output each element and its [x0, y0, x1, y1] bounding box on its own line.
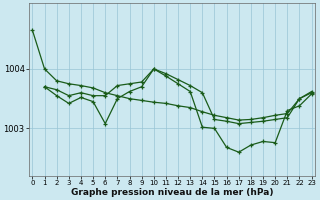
X-axis label: Graphe pression niveau de la mer (hPa): Graphe pression niveau de la mer (hPa) [71, 188, 273, 197]
